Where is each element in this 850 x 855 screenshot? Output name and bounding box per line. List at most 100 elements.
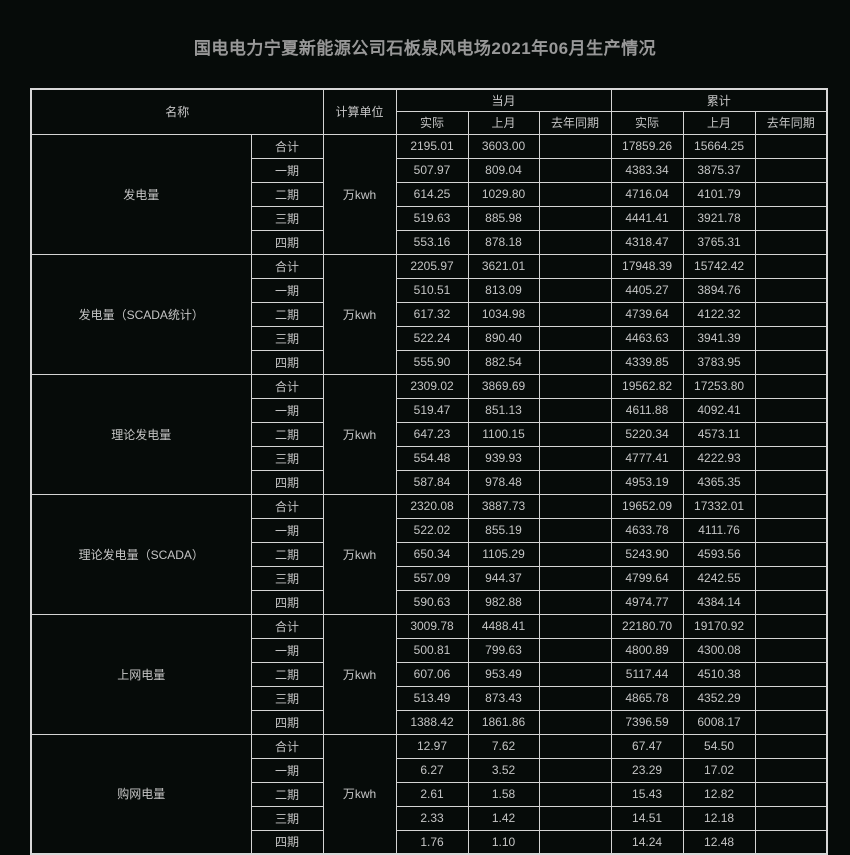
value-cell: 953.49 xyxy=(467,661,540,687)
value-cell: 4865.78 xyxy=(610,685,684,711)
value-cell: 2.33 xyxy=(395,805,469,831)
value-cell: 1105.29 xyxy=(467,541,540,567)
value-cell: 22180.70 xyxy=(610,613,684,639)
table-row: 二期 650.34 1105.29 5243.90 4593.56 xyxy=(31,541,828,567)
value-cell xyxy=(754,685,828,711)
unit-cell: 万kwh xyxy=(322,493,397,615)
value-cell xyxy=(538,565,612,591)
row-label: 三期 xyxy=(250,805,324,831)
value-cell xyxy=(538,469,612,495)
value-cell: 1100.15 xyxy=(467,421,540,447)
value-cell: 507.97 xyxy=(395,157,469,183)
value-cell: 12.18 xyxy=(682,805,756,831)
value-cell: 6008.17 xyxy=(682,709,756,735)
value-cell: 12.82 xyxy=(682,781,756,807)
value-cell xyxy=(754,205,828,231)
value-cell: 19562.82 xyxy=(610,373,684,399)
row-label: 合计 xyxy=(250,493,324,519)
value-cell: 4318.47 xyxy=(610,229,684,255)
value-cell: 614.25 xyxy=(395,181,469,207)
section-name: 理论发电量（SCADA） xyxy=(30,493,252,615)
table-row: 上网电量 合计 万kwh 3009.78 4488.41 22180.70 19170.92 xyxy=(30,613,828,735)
value-cell xyxy=(754,781,828,807)
table-row: 四期 587.84 978.48 4953.19 4365.35 xyxy=(31,469,828,495)
value-cell: 3603.00 xyxy=(467,133,540,159)
value-cell xyxy=(538,757,612,783)
row-label: 合计 xyxy=(250,613,324,639)
unit-cell: 万kwh xyxy=(322,373,397,495)
value-cell: 5243.90 xyxy=(610,541,684,567)
value-cell: 4974.77 xyxy=(610,589,684,615)
header-row-subcolumns: 实际 上月 去年同期 实际 上月 去年同期 xyxy=(31,110,828,135)
production-table: 名称 计算单位 当月 累计 实际 上月 去年同期 实际 上月 去年同期 发电量合… xyxy=(30,88,829,855)
unit-cell: 万kwh xyxy=(322,253,397,375)
value-cell: 4111.76 xyxy=(682,517,756,543)
value-cell xyxy=(538,637,612,663)
value-cell: 4092.41 xyxy=(682,397,756,423)
table-row: 购网电量 合计 万kwh 12.97 7.62 67.47 54.50 xyxy=(30,733,828,855)
table-row: 一期 519.47 851.13 4611.88 4092.41 xyxy=(31,397,828,423)
value-cell: 590.63 xyxy=(395,589,469,615)
row-label: 二期 xyxy=(250,181,324,207)
value-cell: 3.52 xyxy=(467,757,540,783)
value-cell xyxy=(538,349,612,375)
value-cell: 1.58 xyxy=(467,781,540,807)
value-cell xyxy=(538,541,612,567)
value-cell: 813.09 xyxy=(467,277,540,303)
row-label: 二期 xyxy=(250,541,324,567)
value-cell xyxy=(754,589,828,615)
header-month-last-year: 去年同期 xyxy=(538,110,612,135)
value-cell xyxy=(754,709,828,735)
row-label: 合计 xyxy=(250,133,324,159)
value-cell: 3887.73 xyxy=(467,493,540,519)
value-cell: 4799.64 xyxy=(610,565,684,591)
table-row: 发电量 合计 万kwh 2195.01 3603.00 17859.26 15664.25 xyxy=(30,133,828,255)
value-cell: 7.62 xyxy=(467,733,540,759)
value-cell xyxy=(538,277,612,303)
value-cell: 4405.27 xyxy=(610,277,684,303)
value-cell: 982.88 xyxy=(467,589,540,615)
value-cell xyxy=(754,181,828,207)
value-cell: 19170.92 xyxy=(682,613,756,639)
value-cell xyxy=(538,517,612,543)
row-label: 合计 xyxy=(250,253,324,279)
value-cell: 3894.76 xyxy=(682,277,756,303)
value-cell: 4300.08 xyxy=(682,637,756,663)
value-cell xyxy=(754,349,828,375)
value-cell: 1034.98 xyxy=(467,301,540,327)
row-label: 二期 xyxy=(250,301,324,327)
value-cell: 3621.01 xyxy=(467,253,540,279)
row-label: 一期 xyxy=(250,277,324,303)
row-label: 二期 xyxy=(250,421,324,447)
header-month-actual: 实际 xyxy=(395,110,469,135)
value-cell xyxy=(538,589,612,615)
value-cell xyxy=(538,325,612,351)
value-cell xyxy=(754,493,828,519)
value-cell: 12.48 xyxy=(682,829,756,855)
value-cell: 17253.80 xyxy=(682,373,756,399)
row-label: 四期 xyxy=(250,469,324,495)
value-cell: 647.23 xyxy=(395,421,469,447)
value-cell: 878.18 xyxy=(467,229,540,255)
value-cell xyxy=(538,445,612,471)
value-cell: 17332.01 xyxy=(682,493,756,519)
row-label: 二期 xyxy=(250,661,324,687)
value-cell: 4593.56 xyxy=(682,541,756,567)
value-cell: 650.34 xyxy=(395,541,469,567)
section-name: 发电量 xyxy=(30,133,252,255)
row-label: 三期 xyxy=(250,445,324,471)
value-cell: 15742.42 xyxy=(682,253,756,279)
table-body: 发电量 合计 万kwh 2195.01 3603.00 17859.26 15664.25 一… xyxy=(30,133,828,855)
unit-cell: 万kwh xyxy=(322,733,397,855)
value-cell: 4953.19 xyxy=(610,469,684,495)
section-name: 理论发电量 xyxy=(30,373,252,495)
value-cell: 4441.41 xyxy=(610,205,684,231)
value-cell: 4352.29 xyxy=(682,685,756,711)
value-cell xyxy=(538,733,612,759)
value-cell xyxy=(538,373,612,399)
value-cell: 2.61 xyxy=(395,781,469,807)
row-label: 四期 xyxy=(250,349,324,375)
value-cell xyxy=(754,301,828,327)
value-cell xyxy=(538,301,612,327)
row-label: 三期 xyxy=(250,685,324,711)
